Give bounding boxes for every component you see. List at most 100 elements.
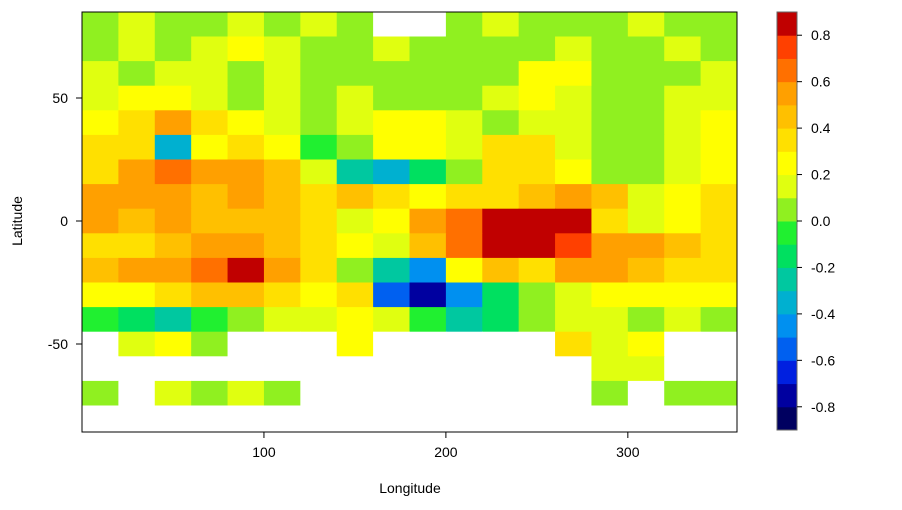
heatmap-cell: [627, 110, 665, 136]
heatmap-cell: [409, 356, 447, 382]
heatmap-cell: [591, 36, 629, 62]
heatmap-cell: [482, 380, 520, 406]
heatmap-cell: [82, 307, 119, 333]
heatmap-cell: [300, 282, 338, 308]
heatmap-cell: [154, 110, 192, 136]
heatmap-cell: [154, 233, 192, 259]
heatmap-cell: [227, 61, 265, 87]
heatmap-cell: [227, 11, 265, 37]
heatmap-cell: [118, 11, 156, 37]
heatmap-cell: [627, 184, 665, 210]
heatmap-cell: [482, 405, 520, 431]
heatmap-cell: [300, 380, 338, 406]
colorbar-bin: [777, 290, 797, 315]
y-axis: 50 0 -50: [48, 90, 82, 352]
heatmap-cell: [591, 184, 629, 210]
heatmap-cell: [82, 36, 119, 62]
heatmap-cell: [664, 380, 702, 406]
colorbar-tick-label: 0.2: [811, 167, 831, 183]
heatmap-cell: [154, 11, 192, 37]
heatmap-cell: [300, 61, 338, 87]
heatmap-cell: [518, 61, 556, 87]
heatmap-cell: [518, 11, 556, 37]
heatmap-cell: [154, 307, 192, 333]
heatmap-cell: [263, 208, 301, 234]
heatmap-cell: [664, 307, 702, 333]
heatmap-cell: [445, 233, 483, 259]
heatmap-cell: [118, 159, 156, 185]
heatmap-cell: [700, 134, 738, 160]
heatmap-cell: [263, 356, 301, 382]
heatmap-cell: [482, 282, 520, 308]
heatmap-cell: [373, 134, 410, 160]
heatmap-cell: [445, 307, 483, 333]
heatmap-cell: [518, 134, 556, 160]
heatmap-cell: [555, 159, 592, 185]
heatmap-cell: [191, 36, 229, 62]
colorbar-bin: [777, 406, 797, 431]
heatmap-cell: [482, 85, 520, 111]
heatmap-cell: [263, 85, 301, 111]
heatmap-cell: [409, 36, 447, 62]
heatmap-cell: [518, 257, 556, 283]
heatmap-cell: [627, 159, 665, 185]
heatmap-cell: [300, 405, 338, 431]
colorbar-bin: [777, 313, 797, 338]
heatmap-cell: [409, 61, 447, 87]
colorbar-tick-label: 0.4: [811, 120, 831, 136]
colorbar-tick-label: 0.6: [811, 74, 831, 90]
heatmap-cell: [591, 159, 629, 185]
heatmap-cell: [555, 257, 592, 283]
heatmap-cell: [555, 11, 592, 37]
heatmap-cell: [118, 184, 156, 210]
heatmap-cell: [664, 405, 702, 431]
heatmap-cell: [336, 134, 374, 160]
heatmap-cell: [300, 36, 338, 62]
heatmap-cell: [263, 257, 301, 283]
heatmap-cell: [336, 11, 374, 37]
heatmap-cell: [700, 356, 738, 382]
heatmap-cell: [700, 331, 738, 357]
heatmap-cell: [263, 233, 301, 259]
heatmap-cell: [445, 36, 483, 62]
heatmap-cell: [336, 208, 374, 234]
heatmap-cell: [482, 307, 520, 333]
heatmap-cell: [518, 110, 556, 136]
colorbar-bin: [777, 12, 797, 36]
colorbar-bin: [777, 174, 797, 199]
heatmap-cell: [591, 405, 629, 431]
heatmap-cell: [664, 110, 702, 136]
heatmap-cell: [154, 61, 192, 87]
heatmap-cell: [700, 307, 738, 333]
heatmap-cell: [336, 110, 374, 136]
heatmap-cell: [627, 257, 665, 283]
heatmap-cell: [627, 85, 665, 111]
heatmap-cell: [300, 356, 338, 382]
colorbar-tick-label: -0.6: [811, 352, 835, 368]
heatmap-cell: [154, 134, 192, 160]
heatmap-cell: [482, 134, 520, 160]
heatmap-cell: [154, 184, 192, 210]
y-tick-label: 0: [60, 213, 68, 229]
heatmap-cell: [373, 110, 410, 136]
heatmap-cell: [82, 208, 119, 234]
heatmap-cell: [191, 85, 229, 111]
heatmap-cell: [82, 134, 119, 160]
heatmap-cell: [700, 110, 738, 136]
heatmap-cell: [227, 331, 265, 357]
heatmap-cell: [300, 331, 338, 357]
heatmap-cell: [336, 61, 374, 87]
heatmap-cell: [627, 307, 665, 333]
heatmap-cell: [482, 331, 520, 357]
heatmap-cell: [627, 331, 665, 357]
heatmap-cell: [118, 208, 156, 234]
heatmap-cell: [627, 36, 665, 62]
heatmap-cell: [82, 380, 119, 406]
heatmap-cell: [373, 61, 410, 87]
heatmap-cell: [409, 380, 447, 406]
heatmap-cell: [555, 356, 592, 382]
heatmap-cell: [445, 380, 483, 406]
heatmap-cell: [118, 36, 156, 62]
heatmap-cell: [300, 208, 338, 234]
heatmap-cell: [227, 159, 265, 185]
